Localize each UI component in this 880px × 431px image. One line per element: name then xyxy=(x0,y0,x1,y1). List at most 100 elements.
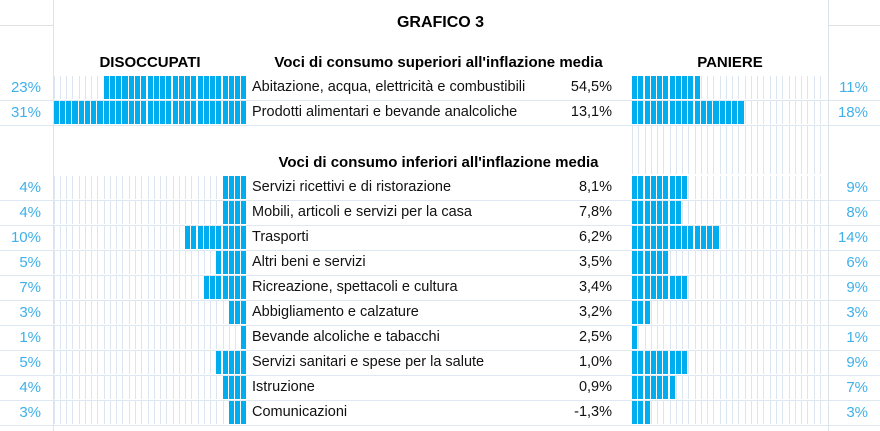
empty-cell xyxy=(178,276,184,299)
disoccupati-bar-cell xyxy=(241,76,247,99)
empty-cell xyxy=(682,301,687,324)
empty-cell xyxy=(763,351,768,374)
empty-cell xyxy=(813,176,819,199)
empty-cell xyxy=(122,251,127,274)
empty-cell xyxy=(78,376,84,399)
empty-cell xyxy=(78,251,84,274)
empty-cell xyxy=(807,376,812,399)
empty-cell xyxy=(91,276,96,299)
disoccupati-bar-cell xyxy=(235,201,241,224)
empty-cell xyxy=(650,126,656,174)
empty-cell xyxy=(732,176,737,199)
empty-cell xyxy=(166,326,171,349)
empty-cell xyxy=(172,376,178,399)
row-divider xyxy=(0,325,880,326)
empty-cell xyxy=(78,76,84,99)
empty-cell xyxy=(794,276,800,299)
paniere-bar-cell xyxy=(638,301,644,324)
gridline xyxy=(828,0,829,431)
empty-cell xyxy=(135,201,140,224)
empty-cell xyxy=(813,226,819,249)
empty-cell xyxy=(750,101,756,124)
empty-cell xyxy=(147,201,153,224)
empty-cell xyxy=(732,226,737,249)
empty-cell xyxy=(122,226,127,249)
empty-cell xyxy=(794,226,800,249)
empty-cell xyxy=(197,401,203,424)
empty-cell xyxy=(694,376,700,399)
empty-cell xyxy=(66,251,71,274)
paniere-bar-cell xyxy=(644,76,650,99)
disoccupati-bar-cell xyxy=(241,176,247,199)
disoccupati-bar-cell xyxy=(122,76,128,99)
empty-cell xyxy=(657,326,662,349)
empty-cell xyxy=(707,276,712,299)
empty-cell xyxy=(78,401,84,424)
empty-cell xyxy=(72,226,77,249)
empty-cell xyxy=(166,176,171,199)
paniere-bar-cell xyxy=(675,351,681,374)
empty-cell xyxy=(675,376,681,399)
paniere-bar-cell xyxy=(644,176,650,199)
empty-cell xyxy=(732,76,737,99)
empty-cell xyxy=(72,326,77,349)
empty-cell xyxy=(801,301,806,324)
empty-cell xyxy=(122,401,127,424)
paniere-pct-label: 18% xyxy=(837,104,868,121)
disoccupati-bar-cell xyxy=(59,101,66,124)
empty-cell xyxy=(103,401,109,424)
empty-cell xyxy=(210,251,215,274)
disoccupati-pct-label: 5% xyxy=(19,354,41,371)
disoccupati-bar-cell xyxy=(222,176,228,199)
paniere-bar-cell xyxy=(663,201,669,224)
empty-cell xyxy=(153,176,159,199)
empty-cell xyxy=(160,351,165,374)
empty-cell xyxy=(84,351,90,374)
empty-cell xyxy=(116,251,121,274)
empty-cell xyxy=(682,126,687,174)
paniere-bar-cell xyxy=(644,301,650,324)
empty-cell xyxy=(638,126,643,174)
disoccupati-pct-label: 10% xyxy=(10,229,41,246)
empty-cell xyxy=(216,401,221,424)
disoccupati-bar-cell xyxy=(222,251,228,274)
inflation-value: 6,2% xyxy=(578,229,612,245)
empty-cell xyxy=(59,276,65,299)
empty-cell xyxy=(166,401,171,424)
empty-cell xyxy=(794,176,800,199)
disoccupati-bar-cell xyxy=(228,201,234,224)
empty-cell xyxy=(763,301,768,324)
empty-cell xyxy=(657,301,662,324)
empty-cell xyxy=(700,126,706,174)
empty-cell xyxy=(109,201,115,224)
empty-cell xyxy=(769,301,775,324)
empty-cell xyxy=(694,251,700,274)
empty-cell xyxy=(763,126,768,174)
empty-cell xyxy=(178,226,184,249)
empty-cell xyxy=(713,201,718,224)
empty-cell xyxy=(782,276,787,299)
paniere-pct-label: 9% xyxy=(846,179,868,196)
empty-cell xyxy=(210,201,215,224)
empty-cell xyxy=(147,351,153,374)
empty-cell xyxy=(763,376,768,399)
empty-cell xyxy=(197,201,203,224)
empty-cell xyxy=(807,101,812,124)
empty-cell xyxy=(769,376,775,399)
category-label: Altri beni e servizi xyxy=(252,254,366,270)
empty-cell xyxy=(72,301,77,324)
disoccupati-pct-label: 31% xyxy=(10,104,41,121)
empty-cell xyxy=(788,101,794,124)
empty-cell xyxy=(203,351,209,374)
empty-cell xyxy=(78,276,84,299)
paniere-bar-cell xyxy=(632,326,638,349)
empty-cell xyxy=(66,401,71,424)
disoccupati-bar-cell xyxy=(241,201,247,224)
empty-cell xyxy=(725,251,731,274)
empty-cell xyxy=(732,326,737,349)
empty-cell xyxy=(59,376,65,399)
empty-cell xyxy=(135,176,140,199)
inflation-value: 3,5% xyxy=(578,254,612,270)
empty-cell xyxy=(782,251,787,274)
empty-cell xyxy=(813,376,819,399)
